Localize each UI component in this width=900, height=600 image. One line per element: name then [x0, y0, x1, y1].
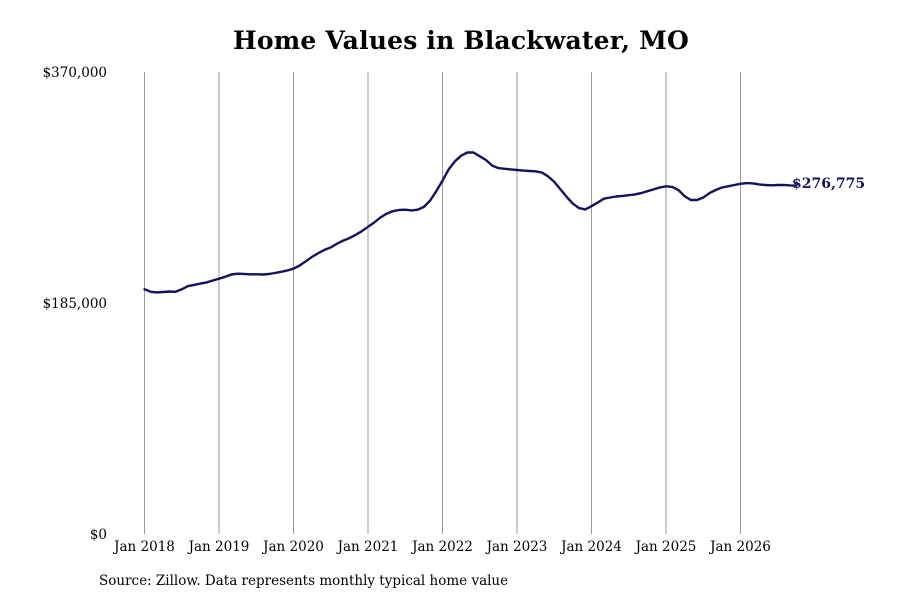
x-tick-label: Jan 2023 — [485, 539, 548, 555]
x-axis-labels: Jan 2018 Jan 2019 Jan 2020 Jan 2021 Jan 2022… — [112, 539, 771, 555]
x-tick-label: Jan 2026 — [708, 539, 771, 555]
x-tick-label: Jan 2018 — [112, 539, 175, 555]
x-tick-label: Jan 2022 — [410, 539, 473, 555]
chart-title: Home Values in Blackwater, MO — [233, 26, 689, 55]
x-tick-label: Jan 2019 — [187, 539, 250, 555]
y-tick-label: $370,000 — [43, 65, 107, 81]
x-tick-label: Jan 2024 — [559, 539, 622, 555]
grid-lines — [144, 72, 741, 534]
series-line — [143, 151, 798, 294]
x-tick-label: Jan 2025 — [634, 539, 697, 555]
x-tick-label: Jan 2021 — [336, 539, 399, 555]
series-layer — [143, 151, 798, 294]
y-tick-label: $185,000 — [43, 296, 107, 312]
source-note: Source: Zillow. Data represents monthly … — [99, 573, 509, 589]
y-tick-label: $0 — [90, 527, 107, 543]
end-value-label: $276,775 — [792, 176, 865, 192]
y-axis-labels: $0 $185,000 $370,000 — [43, 65, 107, 543]
x-tick-label: Jan 2020 — [261, 539, 324, 555]
